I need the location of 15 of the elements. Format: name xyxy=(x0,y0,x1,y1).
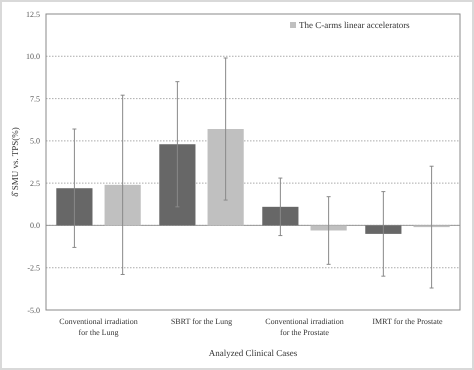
y-tick-label: -2.5 xyxy=(27,264,40,273)
x-tick-label: Conventional irradiation for the Prostate xyxy=(265,317,344,337)
x-tick-label: Conventional irradiation for the Lung xyxy=(59,317,138,337)
y-tick-label: 10.0 xyxy=(26,52,40,62)
x-tick-label: SBRT for the Lung xyxy=(170,317,232,326)
y-tick-label: 5.0 xyxy=(30,136,40,146)
x-tick-label: IMRT for the Prostate xyxy=(372,317,444,326)
x-axis-title: Analyzed Clinical Cases xyxy=(208,348,298,358)
y-tick-label: -5.0 xyxy=(27,306,40,315)
legend-label: The C-arms linear accelerators xyxy=(299,20,410,30)
y-axis-title: δ̂ SMU vs. TPS(%) xyxy=(10,127,20,197)
y-tick-label: 12.5 xyxy=(26,10,40,19)
y-tick-label: 7.5 xyxy=(30,94,40,104)
y-tick-label: 2.5 xyxy=(30,178,40,188)
y-tick-label: 0.0 xyxy=(30,221,40,230)
